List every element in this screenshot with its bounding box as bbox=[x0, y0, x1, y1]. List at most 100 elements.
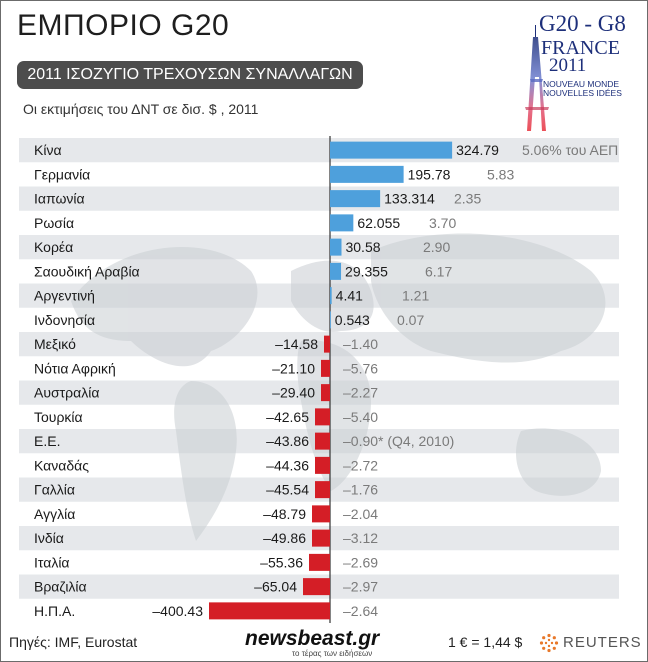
bar bbox=[330, 214, 354, 232]
pct-gdp-label: 3.70 bbox=[429, 215, 456, 231]
value-label: 30.58 bbox=[345, 239, 380, 255]
value-label: 0.543 bbox=[335, 312, 370, 328]
pct-gdp-label: –5.76 bbox=[343, 360, 378, 376]
bar bbox=[330, 190, 381, 208]
subtitle-banner: 2011 ΙΣΟΖΥΓΙΟ ΤΡΕΧΟΥΣΩΝ ΣΥΝΑΛΛΑΓΩΝ bbox=[17, 61, 363, 89]
pct-gdp-label: –0.90* (Q4, 2010) bbox=[343, 433, 454, 449]
pct-gdp-label: –2.69 bbox=[343, 554, 378, 570]
bar bbox=[303, 578, 330, 596]
bar bbox=[321, 359, 330, 377]
bar bbox=[315, 456, 330, 474]
bar bbox=[330, 141, 453, 159]
value-label: 62.055 bbox=[357, 215, 400, 231]
category-label: Η.Π.Α. bbox=[34, 603, 75, 619]
bar bbox=[330, 238, 342, 256]
category-label: Κορέα bbox=[34, 239, 73, 255]
pct-gdp-label: –3.12 bbox=[343, 530, 378, 546]
bars-group: Κίνα 324.79 5.06% του ΑΕΠ Γερμανία 195.78 5.8… bbox=[34, 141, 618, 620]
category-label: Ε.Ε. bbox=[34, 433, 60, 449]
current-account-chart: Κίνα 324.79 5.06% του ΑΕΠ Γερμανία 195.78 5.8… bbox=[19, 136, 619, 623]
value-label: –42.65 bbox=[266, 409, 309, 425]
row-band bbox=[19, 138, 619, 163]
category-label: Καναδάς bbox=[34, 457, 89, 473]
value-label: 29.355 bbox=[345, 263, 388, 279]
pct-gdp-label: –2.97 bbox=[343, 579, 378, 595]
world-map-watermark bbox=[71, 233, 606, 541]
value-label: –400.43 bbox=[152, 603, 203, 619]
pct-gdp-label: 1.21 bbox=[402, 288, 429, 304]
value-label: –45.54 bbox=[266, 482, 309, 498]
value-label: 324.79 bbox=[456, 142, 499, 158]
value-label: 195.78 bbox=[408, 166, 451, 182]
brand-logo: newsbeast.gr bbox=[245, 627, 380, 650]
pct-gdp-label: 2.35 bbox=[454, 191, 481, 207]
bar bbox=[315, 432, 330, 450]
bar bbox=[330, 311, 331, 329]
bar bbox=[209, 602, 330, 620]
value-label: –21.10 bbox=[272, 360, 315, 376]
pct-gdp-label: –1.40 bbox=[343, 336, 378, 352]
value-label: 4.41 bbox=[336, 288, 363, 304]
page-title: ΕΜΠΟΡΙΟ G20 bbox=[17, 9, 230, 42]
pct-gdp-label: 0.07 bbox=[397, 312, 424, 328]
brand-tagline: το τέρας των ειδήσεων bbox=[292, 649, 373, 658]
bar bbox=[315, 408, 330, 426]
value-label: –48.79 bbox=[263, 506, 306, 522]
value-label: –49.86 bbox=[263, 530, 306, 546]
bar bbox=[330, 165, 404, 183]
logo-slogan-line-1: NOUVEAU MONDE bbox=[543, 79, 620, 89]
category-label: Βραζιλία bbox=[34, 579, 87, 595]
category-label: Αγγλία bbox=[34, 506, 75, 522]
value-label: –29.40 bbox=[272, 385, 315, 401]
category-label: Ρωσία bbox=[34, 215, 74, 231]
category-label: Σαουδική Αραβία bbox=[34, 263, 140, 279]
value-label: –65.04 bbox=[254, 579, 297, 595]
category-label: Ινδονησία bbox=[34, 312, 95, 328]
category-label: Μεξικό bbox=[34, 336, 76, 352]
pct-gdp-label: 5.83 bbox=[487, 166, 514, 182]
category-label: Αυστραλία bbox=[34, 385, 99, 401]
value-label: –14.58 bbox=[275, 336, 318, 352]
value-label: –55.36 bbox=[260, 554, 303, 570]
logo-country-line: FRANCE bbox=[541, 37, 620, 59]
category-label: Γαλλία bbox=[34, 482, 75, 498]
eiffel-tower-icon bbox=[525, 25, 549, 131]
bar bbox=[312, 505, 330, 523]
bar bbox=[309, 553, 330, 571]
units-note: Οι εκτιμήσεις του ΔΝΤ σε δισ. $ , 2011 bbox=[23, 101, 259, 117]
value-label: –44.36 bbox=[266, 457, 309, 473]
logo-title-line: G20 - G8 bbox=[539, 11, 626, 36]
bar bbox=[324, 335, 330, 353]
exchange-rate-note: 1 € = 1,44 $ bbox=[448, 634, 523, 650]
sources-note: Πηγές: IMF, Eurostat bbox=[9, 634, 138, 650]
reuters-dots-icon bbox=[539, 633, 559, 653]
reuters-label: REUTERS bbox=[563, 634, 642, 651]
pct-gdp-label: –2.04 bbox=[343, 506, 378, 522]
category-label: Γερμανία bbox=[34, 166, 90, 182]
row-band bbox=[19, 186, 619, 211]
pct-gdp-label: –2.64 bbox=[343, 603, 378, 619]
pct-gdp-label: –2.72 bbox=[343, 457, 378, 473]
category-label: Κίνα bbox=[34, 142, 62, 158]
category-label: Τουρκία bbox=[34, 409, 83, 425]
bar bbox=[330, 287, 332, 305]
pct-gdp-label: 5.06% του ΑΕΠ bbox=[522, 142, 618, 158]
bar bbox=[315, 481, 330, 499]
pct-gdp-label: –1.76 bbox=[343, 482, 378, 498]
category-label: Αργεντινή bbox=[34, 288, 95, 304]
value-label: –43.86 bbox=[266, 433, 309, 449]
bar bbox=[321, 384, 330, 402]
pct-gdp-label: 2.90 bbox=[423, 239, 450, 255]
bar bbox=[330, 262, 342, 280]
category-label: Ιταλία bbox=[34, 554, 70, 570]
logo-slogan-line-2: NOUVELLES IDÉES bbox=[543, 88, 622, 98]
pct-gdp-label: –5.40 bbox=[343, 409, 378, 425]
pct-gdp-label: –2.27 bbox=[343, 385, 378, 401]
pct-gdp-label: 6.17 bbox=[425, 263, 452, 279]
category-label: Ιαπωνία bbox=[34, 191, 85, 207]
bar bbox=[312, 529, 330, 547]
category-label: Ινδία bbox=[34, 530, 64, 546]
value-label: 133.314 bbox=[384, 191, 435, 207]
g20-g8-logo: G20 - G8 FRANCE 2011 NOUVEAU MONDE NOUVE… bbox=[511, 7, 641, 131]
